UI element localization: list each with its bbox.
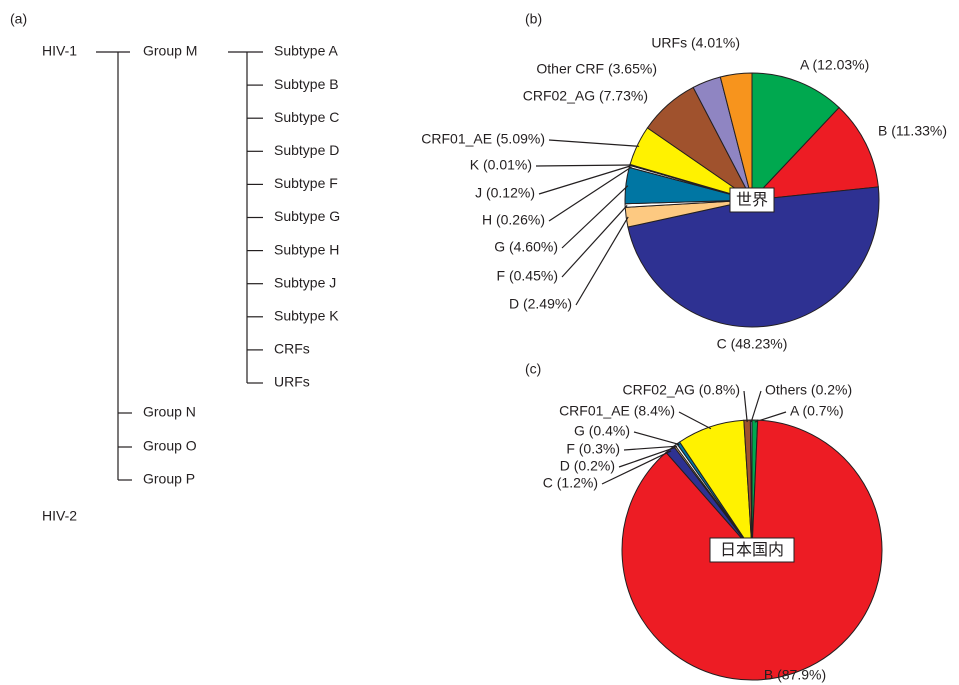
panel-label: (b) xyxy=(525,11,542,27)
tree-leaf: Subtype H xyxy=(274,241,339,257)
leader-line xyxy=(548,139,640,147)
slice-label: F (0.3%) xyxy=(566,441,620,457)
tree-leaf: Subtype K xyxy=(274,308,339,324)
tree-leaf: Subtype J xyxy=(274,274,336,290)
tree-leaf: URFs xyxy=(274,374,310,390)
tree-group: Group O xyxy=(143,438,197,454)
tree-root: HIV-1 xyxy=(42,43,77,59)
panel-label: (a) xyxy=(10,11,27,27)
slice-label: C (1.2%) xyxy=(543,475,598,491)
tree-leaf: Subtype G xyxy=(274,208,340,224)
leader-line xyxy=(618,446,676,468)
slice-label: CRF01_AE (8.4%) xyxy=(559,403,675,419)
tree-group: Group N xyxy=(143,404,196,420)
pie-slice xyxy=(751,72,840,202)
slice-label: K (0.01%) xyxy=(470,157,532,173)
tree-leaf: Subtype B xyxy=(274,76,339,92)
slice-label: Others (0.2%) xyxy=(765,382,852,398)
leader-line xyxy=(623,445,678,451)
slice-label: CRF02_AG (0.8%) xyxy=(623,382,740,398)
leader-line xyxy=(743,390,748,423)
panel-label: (c) xyxy=(525,361,541,377)
slice-label: D (2.49%) xyxy=(509,296,572,312)
slice-label: G (4.60%) xyxy=(494,239,558,255)
slice-label: CRF01_AE (5.09%) xyxy=(421,131,545,147)
slice-label: CRF02_AG (7.73%) xyxy=(523,88,648,104)
pie-slice xyxy=(719,72,753,201)
leader-line xyxy=(561,185,629,249)
leader-line xyxy=(561,205,628,278)
tree-leaf: CRFs xyxy=(274,341,310,357)
slice-label: A (0.7%) xyxy=(790,403,844,419)
slice-label: J (0.12%) xyxy=(475,185,535,201)
leader-line xyxy=(548,166,632,222)
slice-label: Other CRF (3.65%) xyxy=(536,61,657,77)
leader-line xyxy=(678,411,712,430)
tree-group: Group M xyxy=(143,43,197,59)
pie-slice xyxy=(750,106,879,201)
tree-other: HIV-2 xyxy=(42,508,77,524)
leader-line xyxy=(750,390,762,423)
pie-slice xyxy=(627,186,880,328)
slice-label: G (0.4%) xyxy=(574,423,630,439)
tree-leaf: Subtype D xyxy=(274,142,339,158)
slice-label: F (0.45%) xyxy=(497,268,558,284)
tree-group: Group P xyxy=(143,471,195,487)
leader-line xyxy=(538,164,633,195)
tree-leaf: Subtype C xyxy=(274,109,339,125)
leader-line xyxy=(575,216,629,306)
slice-label: B (87.9%) xyxy=(764,667,826,683)
leader-line xyxy=(601,450,672,485)
slice-label: B (11.33%) xyxy=(878,123,947,139)
center-box xyxy=(729,187,775,213)
slice-label: URFs (4.01%) xyxy=(651,35,740,51)
center-label: 日本国内 xyxy=(720,541,784,559)
leader-line xyxy=(633,431,680,446)
leader-line xyxy=(535,164,633,167)
slice-label: A (12.03%) xyxy=(800,57,869,73)
center-label: 世界 xyxy=(736,191,768,209)
tree-leaf: Subtype F xyxy=(274,175,338,191)
tree-leaf: Subtype A xyxy=(274,43,338,59)
center-box xyxy=(709,537,795,563)
slice-label: C (48.23%) xyxy=(717,336,788,352)
slice-label: H (0.26%) xyxy=(482,212,545,228)
slice-label: D (0.2%) xyxy=(560,458,615,474)
